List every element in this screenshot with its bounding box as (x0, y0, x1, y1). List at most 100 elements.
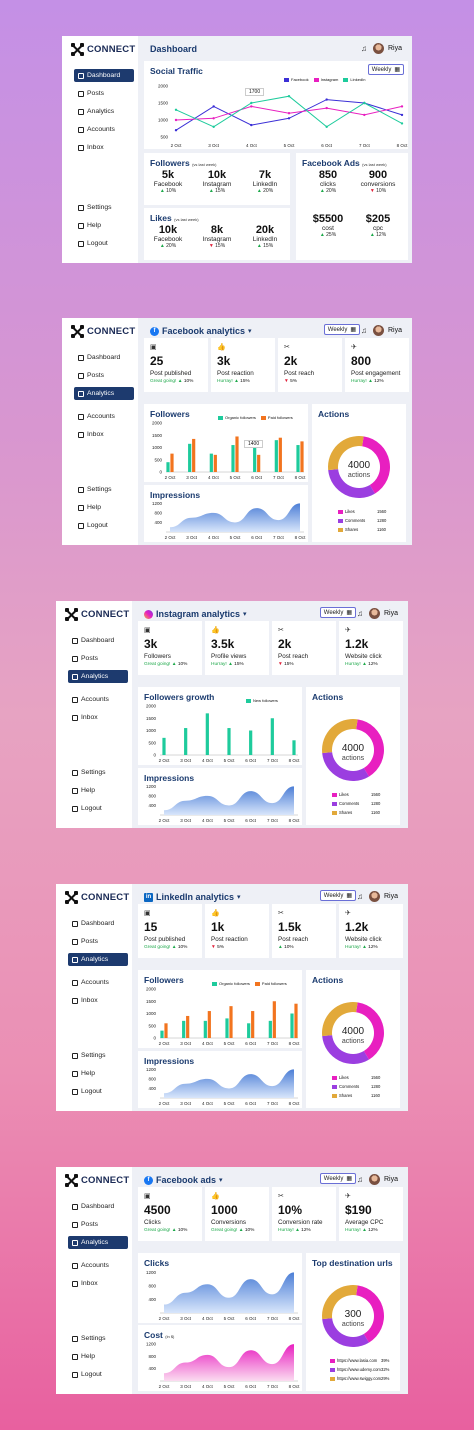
x-tick-label: 2 Oct (159, 758, 171, 763)
legend-row: Likes 1560 (332, 1073, 380, 1082)
nav-posts[interactable]: Posts (68, 935, 128, 948)
avatar[interactable] (368, 891, 380, 902)
donut-slice (322, 1318, 369, 1347)
arrow-up-icon: ▲ (226, 662, 235, 667)
nav-posts[interactable]: Posts (74, 369, 134, 382)
nav-help[interactable]: Help (74, 219, 134, 232)
bell-icon[interactable]: ♫ (356, 608, 363, 618)
bar (235, 436, 239, 472)
legend-value: 1160 (371, 810, 381, 815)
donut-center-label: actions (348, 472, 371, 479)
nav-help[interactable]: Help (68, 784, 128, 797)
page-title[interactable]: f Facebook ads ▾ (144, 1175, 223, 1185)
nav-posts[interactable]: Posts (74, 87, 134, 100)
inbox-icon (72, 1280, 78, 1287)
nav-help[interactable]: Help (74, 501, 134, 514)
nav-logout[interactable]: Logout (68, 802, 128, 815)
donut-slice (322, 719, 358, 754)
nav-dashboard[interactable]: Dashboard (68, 917, 128, 930)
nav-settings[interactable]: Settings (68, 1049, 128, 1062)
likes-card: Likes (vs last week) 10k Facebook ▲ 20% 8k I… (144, 208, 290, 260)
x-tick-label: 5 Oct (284, 143, 296, 148)
nav-inbox[interactable]: Inbox (68, 1277, 128, 1290)
nav-accounts[interactable]: Accounts (68, 693, 128, 706)
nav-accounts[interactable]: Accounts (74, 123, 134, 136)
data-point (363, 101, 366, 105)
nav-inbox[interactable]: Inbox (74, 428, 134, 441)
nav-settings[interactable]: Settings (74, 201, 134, 214)
nav-accounts[interactable]: Accounts (68, 1259, 128, 1272)
kpi-change: 12% (368, 1228, 378, 1233)
user-menu[interactable]: ♫ Riya (357, 891, 398, 902)
nav-settings[interactable]: Settings (68, 766, 128, 779)
nav-settings[interactable]: Settings (68, 1332, 128, 1345)
page-title[interactable]: in LinkedIn analytics ▾ (144, 892, 241, 902)
nav-logout[interactable]: Logout (74, 237, 134, 250)
calendar-icon: ▦ (346, 1176, 352, 1182)
legend-row: Comments 1280 (338, 516, 386, 525)
kpi-label: Post engagement (351, 370, 401, 377)
card-title: Top destination urls (312, 1258, 393, 1268)
nav-help[interactable]: Help (68, 1350, 128, 1363)
nav-inbox[interactable]: Inbox (68, 711, 128, 724)
nav-posts[interactable]: Posts (68, 652, 128, 665)
page-title[interactable]: Instagram analytics ▾ (144, 609, 247, 619)
legend-label: New followers (253, 698, 278, 703)
avatar[interactable] (368, 1174, 380, 1185)
nav-label: Logout (87, 522, 108, 529)
y-tick-label: 1500 (146, 999, 157, 1004)
nav-settings[interactable]: Settings (74, 483, 134, 496)
avatar[interactable] (372, 43, 384, 54)
nav-dashboard[interactable]: Dashboard (68, 634, 128, 647)
nav-inbox[interactable]: Inbox (68, 994, 128, 1007)
bell-icon[interactable]: ♫ (356, 1174, 363, 1184)
nav-accounts[interactable]: Accounts (68, 976, 128, 989)
user-menu[interactable]: ♫ Riya (361, 325, 402, 336)
x-tick-label: 7 Oct (267, 1316, 279, 1321)
nav-analytics[interactable]: Analytics (68, 1236, 128, 1249)
change-value: 10% (166, 188, 177, 194)
gear-icon (78, 204, 84, 211)
weekly-select[interactable]: Weekly ▦ (323, 324, 360, 335)
nav-logout[interactable]: Logout (68, 1085, 128, 1098)
bell-icon[interactable]: ♫ (356, 891, 363, 901)
nav-analytics[interactable]: Analytics (68, 953, 128, 966)
weekly-select[interactable]: Weekly ▦ (319, 1173, 356, 1184)
weekly-select[interactable]: Weekly ▦ (367, 64, 404, 75)
nav-analytics[interactable]: Analytics (74, 387, 134, 400)
page-title[interactable]: f Facebook analytics ▾ (150, 326, 252, 336)
bar (162, 737, 166, 755)
user-menu[interactable]: ♫ Riya (357, 608, 398, 619)
user-icon (72, 696, 78, 703)
arrow-down-icon: ▼ (369, 188, 377, 194)
data-point (174, 118, 178, 122)
legend-linkedin: LinkedIn (343, 77, 366, 82)
x-tick-label: 4 Oct (202, 1316, 214, 1321)
nav-help[interactable]: Help (68, 1067, 128, 1080)
y-tick-label: 1200 (146, 1067, 157, 1072)
nav-dashboard[interactable]: Dashboard (74, 69, 134, 82)
nav-logout[interactable]: Logout (74, 519, 134, 532)
logout-icon (78, 522, 84, 529)
nav-inbox[interactable]: Inbox (74, 141, 134, 154)
bell-icon[interactable]: ♫ (360, 325, 367, 335)
y-tick-label: 500 (148, 740, 156, 745)
weekly-select[interactable]: Weekly ▦ (319, 607, 356, 618)
user-menu[interactable]: ♫ Riya (357, 1174, 398, 1185)
avatar[interactable] (368, 608, 380, 619)
bell-icon[interactable]: ♫ (360, 43, 367, 53)
kpi-card: ▣ 15 Post published Great going! ▲ 10% (138, 904, 202, 958)
nav-analytics[interactable]: Analytics (68, 670, 128, 683)
avatar[interactable] (372, 325, 384, 336)
bar (207, 1011, 211, 1038)
nav-logout[interactable]: Logout (68, 1368, 128, 1381)
nav-posts[interactable]: Posts (68, 1218, 128, 1231)
user-menu[interactable]: ♫ Riya (361, 43, 402, 54)
nav-accounts[interactable]: Accounts (74, 410, 134, 423)
nav-dashboard[interactable]: Dashboard (68, 1200, 128, 1213)
nav-analytics[interactable]: Analytics (74, 105, 134, 118)
nav-dashboard[interactable]: Dashboard (74, 351, 134, 364)
weekly-select[interactable]: Weekly ▦ (319, 890, 356, 901)
stat-change: ▲ 20% (308, 188, 348, 194)
legend-facebook: Facebook (284, 77, 309, 82)
